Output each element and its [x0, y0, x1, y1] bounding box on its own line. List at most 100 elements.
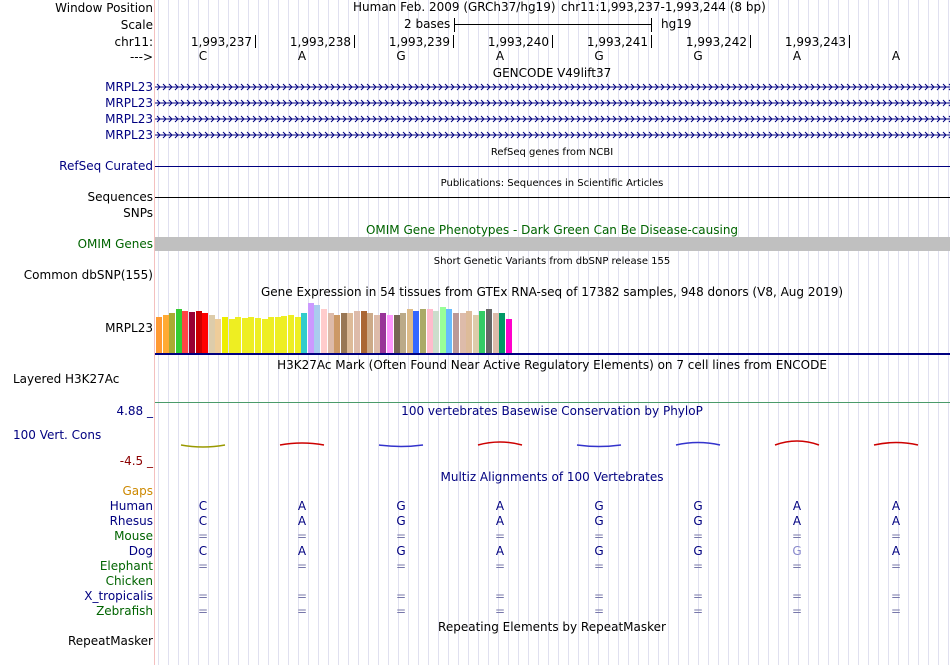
- gtex-tissue-bar[interactable]: [175, 309, 182, 353]
- gtex-tissue-bar[interactable]: [189, 312, 195, 353]
- h3k27ac-baseline: [155, 402, 950, 403]
- omim-phenotype-bar[interactable]: [155, 237, 950, 251]
- gtex-tissue-bar[interactable]: [446, 309, 453, 353]
- gtex-tissue-bar[interactable]: [400, 313, 407, 353]
- species-label-rhesus[interactable]: Rhesus: [109, 514, 153, 528]
- reference-base: A: [495, 49, 505, 63]
- species-label-chicken[interactable]: Chicken: [105, 574, 153, 588]
- dbsnp-track-title: Short Genetic Variants from dbSNP releas…: [433, 256, 671, 267]
- gtex-tissue-bar[interactable]: [294, 317, 301, 353]
- gtex-tissue-bar[interactable]: [301, 313, 308, 353]
- gtex-tissue-bar[interactable]: [307, 303, 314, 353]
- track-label-sequences[interactable]: Sequences: [87, 190, 153, 204]
- gtex-tissue-bar[interactable]: [354, 311, 360, 353]
- gtex-tissue-bar[interactable]: [195, 311, 202, 353]
- gtex-tissue-bar[interactable]: [169, 313, 176, 353]
- gtex-tissue-bar[interactable]: [255, 318, 261, 353]
- alignment-base: G: [792, 544, 802, 558]
- track-label-h3k27ac[interactable]: Layered H3K27Ac: [13, 372, 120, 386]
- ruler-tick-label: 1,993,242: [685, 35, 747, 49]
- gtex-tissue-bar[interactable]: [261, 319, 268, 353]
- gtex-tissue-bar[interactable]: [387, 315, 393, 353]
- track-label-refseq[interactable]: RefSeq Curated: [59, 159, 153, 173]
- gtex-tissue-bar[interactable]: [380, 313, 387, 353]
- gtex-tissue-bar[interactable]: [248, 317, 255, 353]
- gtex-tissue-bar[interactable]: [439, 307, 446, 353]
- gtex-tissue-bar[interactable]: [208, 315, 215, 353]
- gtex-tissue-bar[interactable]: [274, 317, 281, 353]
- gtex-tissue-bar[interactable]: [505, 319, 512, 353]
- track-label-gtex[interactable]: MRPL23: [105, 321, 153, 335]
- gtex-tissue-bar[interactable]: [367, 313, 374, 353]
- grid-line: [938, 0, 939, 665]
- gtex-tissue-bar[interactable]: [281, 316, 288, 353]
- gtex-tissue-bar[interactable]: [453, 313, 459, 353]
- refseq-track-title: RefSeq genes from NCBI: [490, 147, 614, 158]
- alignment-base: =: [593, 604, 605, 618]
- species-label-human[interactable]: Human: [109, 499, 153, 513]
- gtex-tissue-bar[interactable]: [314, 305, 321, 353]
- publications-line[interactable]: [155, 197, 950, 198]
- gtex-tissue-bar[interactable]: [182, 311, 189, 353]
- track-label-gaps[interactable]: Gaps: [122, 484, 153, 498]
- gtex-tissue-bar[interactable]: [241, 318, 248, 353]
- track-label-dbsnp[interactable]: Common dbSNP(155): [23, 268, 153, 282]
- gtex-tissue-bar[interactable]: [420, 309, 426, 353]
- gtex-tissue-bar[interactable]: [235, 317, 242, 353]
- gtex-tissue-bar[interactable]: [202, 313, 209, 353]
- alignment-base: A: [495, 544, 505, 558]
- track-label-100-vert-cons[interactable]: 100 Vert. Cons: [13, 428, 102, 442]
- alignment-base: A: [792, 514, 802, 528]
- track-label-omim[interactable]: OMIM Genes: [77, 237, 153, 251]
- gtex-tissue-bar[interactable]: [492, 313, 499, 353]
- gtex-tissue-bar[interactable]: [162, 315, 169, 353]
- gtex-tissue-bar[interactable]: [486, 309, 492, 353]
- gtex-tissue-bar[interactable]: [373, 315, 380, 353]
- alignment-base: C: [198, 544, 208, 558]
- species-label-dog[interactable]: Dog: [128, 544, 153, 558]
- track-label-snps[interactable]: SNPs: [123, 206, 153, 220]
- ruler-tick: [651, 35, 652, 48]
- species-label-x_tropicalis[interactable]: X_tropicalis: [84, 589, 153, 603]
- gtex-tissue-bar[interactable]: [156, 317, 162, 353]
- gtex-tissue-bar[interactable]: [466, 311, 473, 353]
- gtex-tissue-bar[interactable]: [334, 315, 341, 353]
- gtex-tissue-bar[interactable]: [472, 315, 479, 353]
- gtex-expression-bars[interactable]: [155, 300, 950, 353]
- track-label-repeatmasker[interactable]: RepeatMasker: [67, 634, 153, 648]
- species-label-elephant[interactable]: Elephant: [99, 559, 153, 573]
- gtex-tissue-bar[interactable]: [459, 313, 466, 353]
- track-label-mrpl23-3[interactable]: MRPL23: [105, 112, 153, 126]
- gtex-tissue-bar[interactable]: [393, 315, 400, 353]
- alignment-base: =: [395, 604, 407, 618]
- gtex-tissue-bar[interactable]: [288, 315, 294, 353]
- repeatmasker-track-title: Repeating Elements by RepeatMasker: [438, 620, 666, 634]
- gtex-tissue-bar[interactable]: [413, 311, 420, 353]
- gtex-tissue-bar[interactable]: [268, 317, 275, 353]
- gtex-tissue-bar[interactable]: [215, 319, 222, 353]
- gtex-tissue-bar[interactable]: [406, 309, 413, 353]
- track-label-mrpl23-2[interactable]: MRPL23: [105, 96, 153, 110]
- gencode-gene-models[interactable]: [155, 80, 950, 142]
- phylop-track-title: 100 vertebrates Basewise Conservation by…: [401, 404, 703, 418]
- track-label-mrpl23-1[interactable]: MRPL23: [105, 80, 153, 94]
- reference-base: G: [693, 49, 703, 63]
- species-label-mouse[interactable]: Mouse: [114, 529, 153, 543]
- grid-line: [898, 0, 899, 665]
- gtex-tissue-bar[interactable]: [499, 313, 506, 353]
- gtex-tissue-bar[interactable]: [321, 309, 327, 353]
- phylop-conservation-plot[interactable]: [155, 432, 950, 458]
- gtex-tissue-bar[interactable]: [360, 311, 367, 353]
- species-label-zebrafish[interactable]: Zebrafish: [96, 604, 153, 618]
- gtex-tissue-bar[interactable]: [228, 319, 235, 353]
- track-label-mrpl23-4[interactable]: MRPL23: [105, 128, 153, 142]
- gtex-tissue-bar[interactable]: [433, 311, 440, 353]
- gtex-tissue-bar[interactable]: [327, 313, 334, 353]
- refseq-gene-line[interactable]: [155, 166, 950, 167]
- gtex-tissue-bar[interactable]: [426, 309, 433, 353]
- gtex-tissue-bar[interactable]: [222, 317, 228, 353]
- gtex-tissue-bar[interactable]: [340, 313, 347, 353]
- gtex-tissue-bar[interactable]: [347, 313, 354, 353]
- alignment-base: =: [791, 559, 803, 573]
- gtex-tissue-bar[interactable]: [479, 311, 486, 353]
